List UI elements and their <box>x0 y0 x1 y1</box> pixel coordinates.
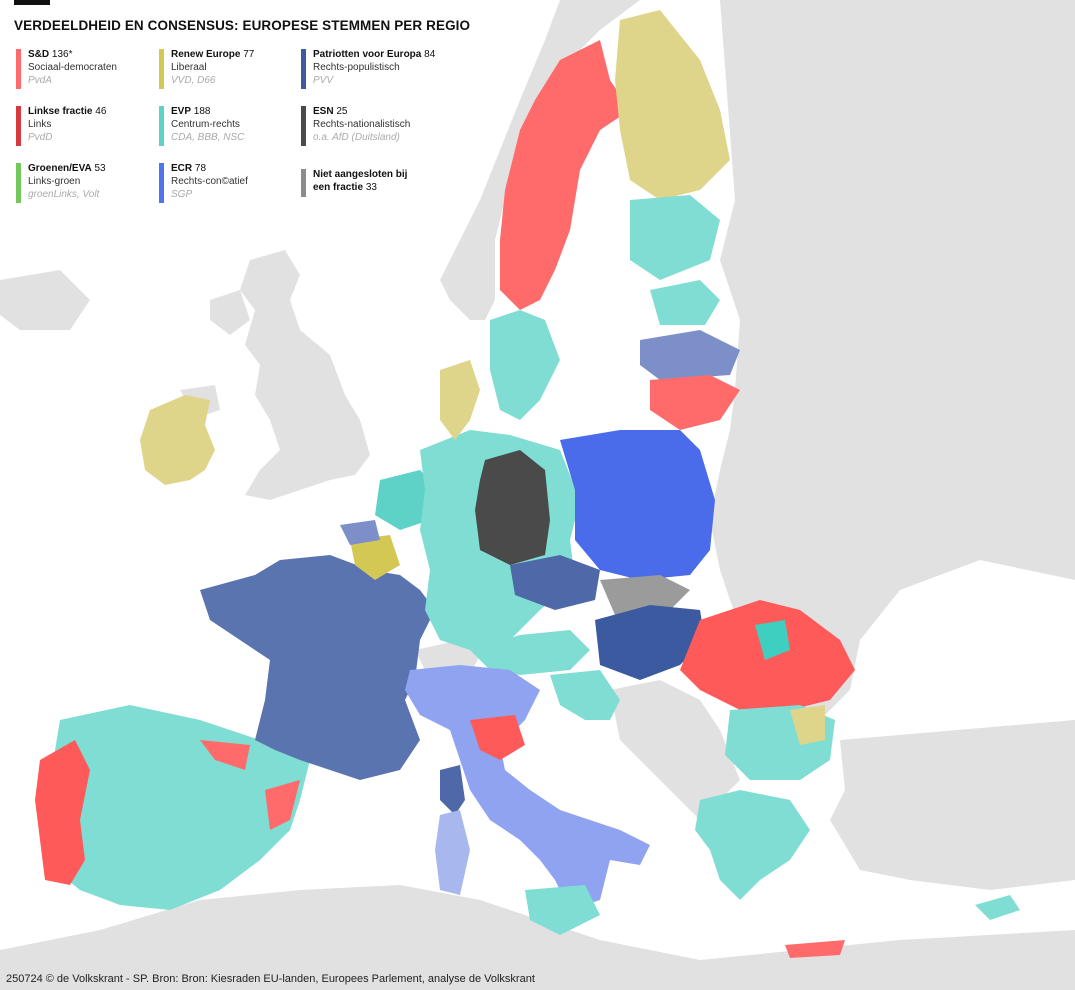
legend-count: 84 <box>424 49 436 60</box>
legend-item-ecr: ECR 78 Rechts-con©atief SGP <box>159 162 299 203</box>
legend-desc: Links-groen <box>28 176 81 188</box>
region-hungary <box>595 605 705 680</box>
legend-item-evp: EVP 188 Centrum-rechts CDA, BBB, NSC <box>159 105 299 146</box>
legend-count: 46 <box>95 106 107 117</box>
legend-count: 33 <box>365 182 377 194</box>
legend-parties: VVD, D66 <box>171 75 216 87</box>
legend-swatch <box>301 169 306 197</box>
legend-parties: groenLinks, Volt <box>28 189 100 201</box>
legend-desc: Centrum-rechts <box>171 119 240 131</box>
region-poland <box>560 430 715 580</box>
legend-swatch <box>159 106 164 146</box>
legend-name: Groenen/EVA <box>28 163 92 174</box>
legend-item-linkse-fractie: Linkse fractie 46 Links PvdD <box>16 105 156 146</box>
legend-name: Patriotten voor Europa <box>313 49 422 60</box>
region-austria <box>470 630 590 675</box>
region-germany <box>420 430 580 650</box>
page-title: VERDEELDHEID EN CONSENSUS: EUROPESE STEM… <box>14 18 471 33</box>
top-accent-bar <box>14 0 50 5</box>
region-baltics <box>640 280 740 430</box>
legend-item-niet-aangesloten: Niet aangesloten bij een fractie 33 <box>301 168 421 197</box>
region-ireland <box>140 395 215 485</box>
legend-name: ECR <box>171 163 193 174</box>
legend-parties: PvdA <box>28 75 52 87</box>
region-france <box>200 555 465 815</box>
legend-desc: Rechts-con©atief <box>171 176 248 188</box>
legend-count: 53 <box>94 163 106 174</box>
legend-parties: PvdD <box>28 132 53 144</box>
region-croatia <box>550 670 620 720</box>
legend-swatch <box>301 106 306 146</box>
legend-item-patriotten: Patriotten voor Europa 84 Rechts-populis… <box>301 48 451 89</box>
legend-item-renew-europe: Renew Europe 77 Liberaal VVD, D66 <box>159 48 299 89</box>
legend-count: 188 <box>193 106 211 117</box>
legend-name: S&D <box>28 49 50 60</box>
region-scandinavia <box>490 10 730 420</box>
region-denmark <box>440 360 480 440</box>
legend-desc: Rechts-nationalistisch <box>313 119 411 131</box>
legend-swatch <box>16 106 21 146</box>
region-iberia <box>35 705 310 910</box>
legend-swatch <box>159 49 164 89</box>
legend-name: EVP <box>171 106 192 117</box>
legend-swatch <box>159 163 164 203</box>
legend-swatch <box>301 49 306 89</box>
legend-name: Renew Europe <box>171 49 241 60</box>
legend-desc: Liberaal <box>171 62 207 74</box>
region-cyprus <box>975 895 1020 920</box>
region-italy <box>405 665 650 935</box>
legend-swatch <box>16 49 21 89</box>
legend-swatch <box>16 163 21 203</box>
legend-name: ESN <box>313 106 334 117</box>
legend-desc: Sociaal-democraten <box>28 62 117 74</box>
legend-desc: Links <box>28 119 52 131</box>
legend-item-groenen-eva: Groenen/EVA 53 Links-groen groenLinks, V… <box>16 162 156 203</box>
legend-parties: o.a. AfD (Duitsland) <box>313 132 400 144</box>
legend-name: Linkse fractie <box>28 106 93 117</box>
legend-item-esn: ESN 25 Rechts-nationalistisch o.a. AfD (… <box>301 105 451 146</box>
legend-count: 77 <box>243 49 255 60</box>
legend-parties: SGP <box>171 189 193 201</box>
legend-count: 25 <box>336 106 348 117</box>
legend-parties: CDA, BBB, NSC <box>171 132 245 144</box>
legend-item-sd: S&D 136* Sociaal-democraten PvdA <box>16 48 156 89</box>
legend-parties: PVV <box>313 75 334 87</box>
legend-desc: Rechts-populistisch <box>313 62 400 74</box>
legend-name: Niet aangesloten bij een fractie <box>313 169 408 194</box>
source-footer: 250724 © de Volkskrant - SP. Bron: Bron:… <box>6 973 535 985</box>
legend-count: 78 <box>194 163 207 174</box>
legend-count: 136* <box>51 49 73 60</box>
region-greece <box>695 790 810 900</box>
region-central <box>510 555 690 615</box>
